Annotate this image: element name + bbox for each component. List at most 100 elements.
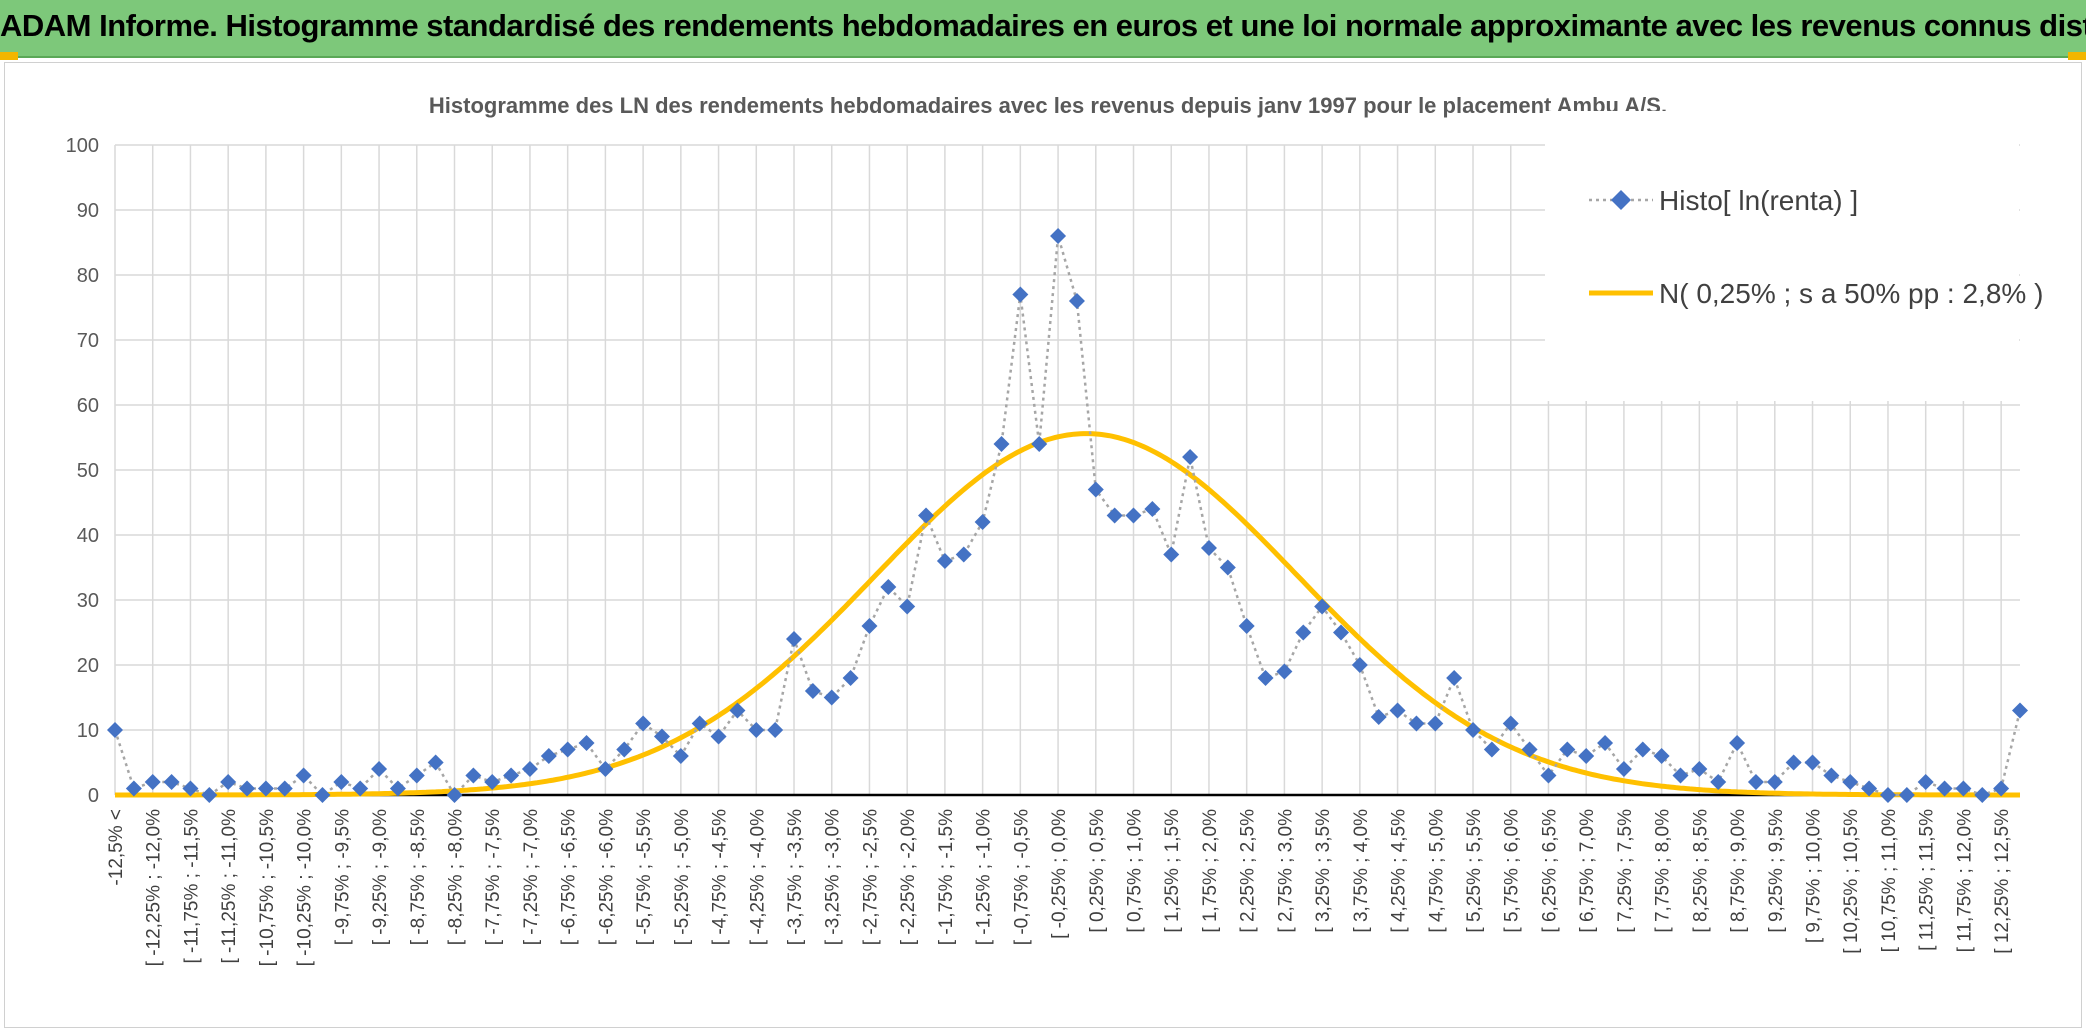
histogram-point (993, 436, 1010, 452)
histogram-point (1276, 663, 1293, 680)
x-tick-label: [ 6,25% ; 6,5% (1539, 809, 1560, 933)
histogram-point (257, 780, 274, 797)
histogram-point (1974, 787, 1991, 803)
histogram-point (1257, 670, 1274, 686)
histogram-point (1370, 709, 1387, 725)
histogram-point (1936, 780, 1953, 797)
x-tick-label: [ 9,25% ; 9,5% (1766, 809, 1787, 933)
histogram-point (1672, 767, 1689, 784)
histogram-point (144, 774, 161, 790)
histogram-point (1993, 780, 2010, 797)
histogram-point (465, 767, 482, 784)
histogram-point (861, 618, 878, 634)
x-tick-label: [ -5,75% ; -5,5% (634, 809, 655, 945)
histogram-point (918, 507, 935, 524)
x-tick-label: [ -0,75% ; -0,5% (1011, 809, 1032, 945)
histogram-point (955, 546, 972, 563)
histogram-point (484, 774, 501, 790)
x-tick-label: [ 11,25% ; 11,5% (1917, 809, 1938, 951)
x-tick-label: -12,5% < (106, 809, 127, 886)
chart-frame: Histogramme des LN des rendements hebdom… (4, 62, 2082, 1028)
histogram-point (635, 715, 652, 732)
histogram-point (1766, 774, 1783, 790)
histogram-point (1446, 670, 1463, 686)
x-tick-label: [ 7,75% ; 8,0% (1653, 809, 1674, 933)
histogram-point (1031, 436, 1048, 452)
x-tick-label: [ -8,25% ; -8,0% (446, 809, 467, 945)
x-tick-label: [ 7,25% ; 7,5% (1615, 809, 1636, 933)
y-tick-label: 0 (88, 785, 99, 807)
histogram-point (314, 787, 331, 803)
histogram-point (201, 787, 218, 803)
histogram-point (1747, 774, 1764, 790)
x-tick-label: [ 10,75% ; 11,0% (1879, 809, 1900, 952)
x-tick-label: [ -5,25% ; -5,0% (672, 809, 693, 945)
histogram-point (408, 767, 425, 784)
histogram-point (295, 767, 312, 784)
histogram-point (540, 748, 557, 764)
chart-svg: Histogramme des LN des rendements hebdom… (66, 93, 2044, 966)
x-tick-label: [ -6,75% ; -6,5% (559, 809, 580, 945)
histogram-point (616, 741, 633, 758)
x-tick-label: [ 5,25% ; 5,5% (1464, 809, 1485, 933)
x-tick-label: [ 10,25% ; 10,5% (1841, 809, 1862, 954)
y-axis-ticks: 0 10 20 30 40 50 60 70 80 90 100 (66, 135, 99, 807)
x-tick-label: [ -4,25% ; -4,0% (747, 809, 768, 945)
histogram-point (276, 780, 293, 797)
histogram-point (710, 728, 727, 745)
histogram-point (691, 715, 708, 732)
histogram-point (1427, 715, 1444, 732)
histogram-point (880, 579, 897, 595)
y-tick-label: 70 (77, 330, 99, 352)
histogram-point (1219, 559, 1236, 576)
histogram-point (597, 761, 614, 777)
x-tick-label: [ -1,25% ; -1,0% (974, 809, 995, 945)
legend: Histo[ ln(renta) ] N( 0,25% ; s a 50% pp… (1545, 111, 2043, 401)
histogram-point (1653, 748, 1670, 764)
x-tick-label: [ 3,75% ; 4,0% (1351, 809, 1372, 933)
histogram-point (974, 514, 991, 530)
histogram-point (729, 702, 746, 719)
histogram-point (1597, 735, 1614, 751)
histogram-point (559, 741, 576, 758)
histogram-point (1540, 767, 1557, 784)
x-tick-label: [ -8,75% ; -8,5% (408, 809, 429, 945)
x-tick-label: [ -10,25% ; -10,0% (295, 809, 316, 966)
histogram-point (1050, 228, 1067, 244)
banner-title: ADAM Informe. Histogramme standardisé de… (0, 8, 2086, 43)
histogram-point (1332, 624, 1349, 641)
y-tick-label: 90 (77, 200, 99, 222)
x-tick-label: [ -3,75% ; -3,5% (785, 809, 806, 945)
y-tick-label: 50 (77, 460, 99, 482)
histogram-point (1182, 449, 1199, 465)
histogram-point (239, 780, 256, 797)
histogram-point (1578, 748, 1595, 764)
histogram-point (503, 767, 520, 784)
legend-histo-marker-swatch (1611, 190, 1631, 210)
histogram-point (107, 722, 123, 738)
x-tick-label: [ -11,75% ; -11,5% (181, 809, 202, 964)
x-tick-label: [ 8,75% ; 9,0% (1728, 809, 1749, 933)
x-tick-label: [ 12,25% ; 12,5% (1992, 809, 2013, 954)
y-tick-label: 20 (77, 655, 99, 677)
legend-normal-label: N( 0,25% ; s a 50% pp : 2,8% ) (1659, 278, 2043, 309)
histogram-point (786, 631, 803, 647)
x-tick-label: [ -9,75% ; -9,5% (332, 809, 353, 945)
histogram-point (1295, 624, 1312, 641)
histogram-point (163, 774, 180, 790)
x-tick-label: [ 0,75% ; 1,0% (1125, 809, 1146, 933)
histogram-point (936, 553, 953, 569)
histogram-point (1351, 657, 1368, 673)
legend-background (1545, 111, 2019, 401)
histogram-point (1087, 481, 1104, 498)
y-tick-label: 60 (77, 395, 99, 417)
x-axis-ticks: -12,5% < [ -12,25% ; -12,0% [ -11,75% ; -1… (106, 809, 2013, 966)
x-tick-label: [ 6,75% ; 7,0% (1577, 809, 1598, 933)
normal-curve-line (115, 431, 2020, 798)
x-tick-label: [ -10,75% ; -10,5% (257, 809, 278, 966)
histogram-point (1200, 540, 1217, 556)
histogram-point (333, 774, 350, 790)
x-tick-label: [ 0,25% ; 0,5% (1087, 809, 1108, 933)
histogram-point (1408, 715, 1425, 732)
histogram-point (521, 761, 538, 777)
